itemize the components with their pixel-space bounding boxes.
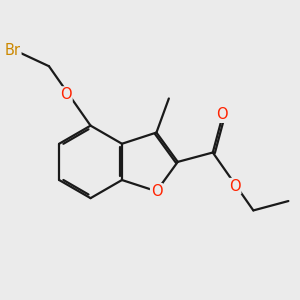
- Text: O: O: [60, 87, 72, 102]
- Text: O: O: [216, 107, 227, 122]
- Text: Br: Br: [5, 44, 21, 59]
- Text: O: O: [229, 178, 241, 194]
- Text: O: O: [151, 184, 162, 199]
